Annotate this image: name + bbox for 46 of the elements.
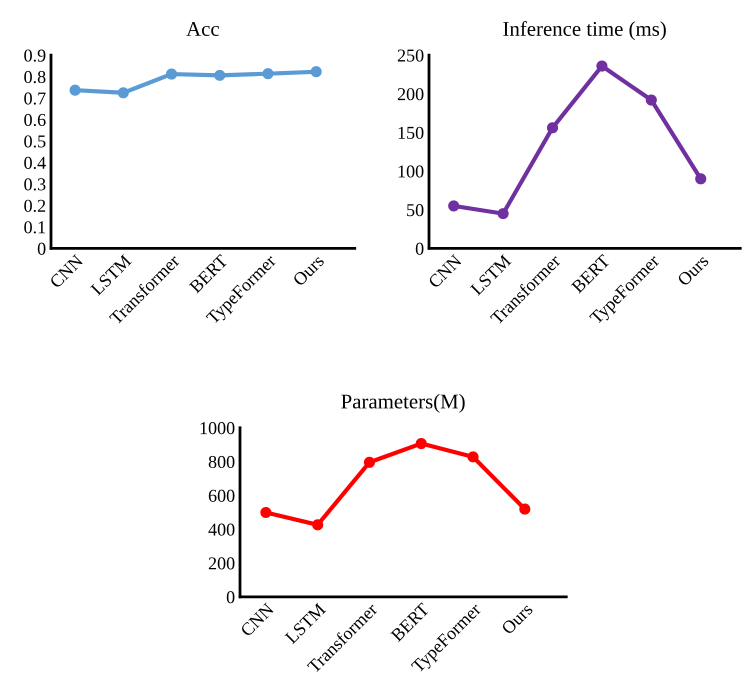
point (166, 68, 178, 80)
x-tick-label: Ours (500, 602, 534, 635)
point (448, 200, 460, 212)
point (519, 504, 530, 515)
y-tick-label: 800 (208, 456, 234, 468)
y-tick-label: 200 (208, 557, 234, 570)
y-tick-label: 0 (38, 242, 46, 255)
y-tick-label: 50 (407, 204, 424, 216)
y-tick-label: 1000 (200, 422, 234, 434)
chart-title: Acc (186, 22, 220, 36)
y-tick-label: 0.6 (24, 114, 46, 126)
y-tick-label: 0.9 (24, 49, 46, 62)
x-tick-label: Ours (292, 254, 325, 287)
y-tick-label: 0.5 (24, 135, 46, 148)
point (118, 87, 129, 98)
point (262, 68, 274, 80)
point (467, 451, 479, 462)
y-tick-label: 0 (226, 591, 234, 604)
point (312, 519, 324, 530)
point (546, 122, 558, 134)
y-tick-label: 0.8 (24, 70, 46, 84)
y-tick-label: 400 (208, 523, 234, 536)
point (596, 60, 608, 72)
y-tick-label: 100 (398, 165, 424, 178)
y-tick-label: 250 (398, 49, 424, 62)
point (498, 208, 509, 220)
y-tick-label: 0 (416, 242, 424, 255)
y-tick-label: 0.7 (24, 92, 46, 105)
y-tick-label: 0.3 (24, 178, 46, 191)
y-tick-label: 0.2 (24, 200, 46, 212)
point (364, 456, 376, 468)
y-tick-label: 0.1 (24, 221, 46, 234)
x-tick-label: Ours (676, 254, 710, 287)
point (214, 70, 226, 81)
point (70, 84, 81, 96)
point (695, 173, 706, 184)
point (260, 506, 272, 518)
point (310, 66, 322, 78)
y-tick-label: 200 (398, 88, 424, 100)
y-tick-label: 600 (208, 490, 234, 502)
y-tick-label: 150 (398, 126, 424, 139)
point (646, 94, 657, 106)
y-tick-label: 0.4 (24, 156, 46, 170)
chart-title: Inference time (ms) (503, 21, 666, 40)
chart-title: Parameters(M) (341, 394, 465, 413)
point (416, 438, 427, 450)
